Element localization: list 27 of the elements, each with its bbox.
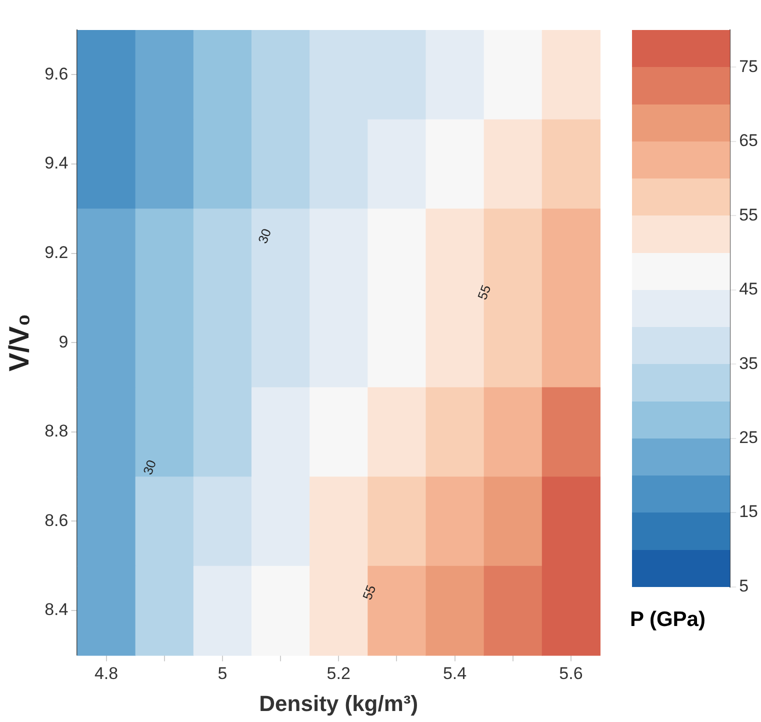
color-bar-label: 45	[739, 280, 758, 299]
y-tick-label: 8.8	[44, 422, 68, 441]
color-bar-label: 15	[739, 502, 758, 522]
color-bar-title: P (GPa)	[630, 608, 706, 632]
annotation: 55	[474, 282, 494, 302]
color-bar-label: 75	[739, 56, 758, 76]
annotation: 55	[360, 582, 379, 602]
color-bar-label: 25	[739, 428, 758, 448]
y-axis-title: V/V₀	[4, 314, 35, 372]
annotation: 30	[254, 226, 274, 246]
color-bar-label: 5	[739, 576, 749, 596]
y-tick-label: 9.4	[44, 154, 68, 173]
x-tick-label: 5.4	[442, 664, 467, 684]
x-tick-label: 5	[218, 664, 228, 684]
x-tick-label: 5.2	[326, 664, 350, 684]
y-tick-label: 9	[58, 332, 68, 352]
x-axis-title: Density (kg/m³)	[259, 690, 418, 716]
y-tick-label: 8.6	[44, 510, 68, 530]
color-bar-label: 55	[739, 205, 758, 224]
color-bar-label: 35	[739, 354, 758, 373]
y-tick-label: 9.6	[44, 64, 68, 84]
x-tick-label: 5.6	[559, 664, 583, 684]
color-bar-label: 65	[739, 131, 758, 150]
y-tick-label: 8.4	[44, 600, 68, 620]
y-tick-label: 9.2	[44, 242, 68, 262]
annotation: 30	[140, 458, 160, 477]
x-tick-label: 4.8	[94, 664, 118, 684]
